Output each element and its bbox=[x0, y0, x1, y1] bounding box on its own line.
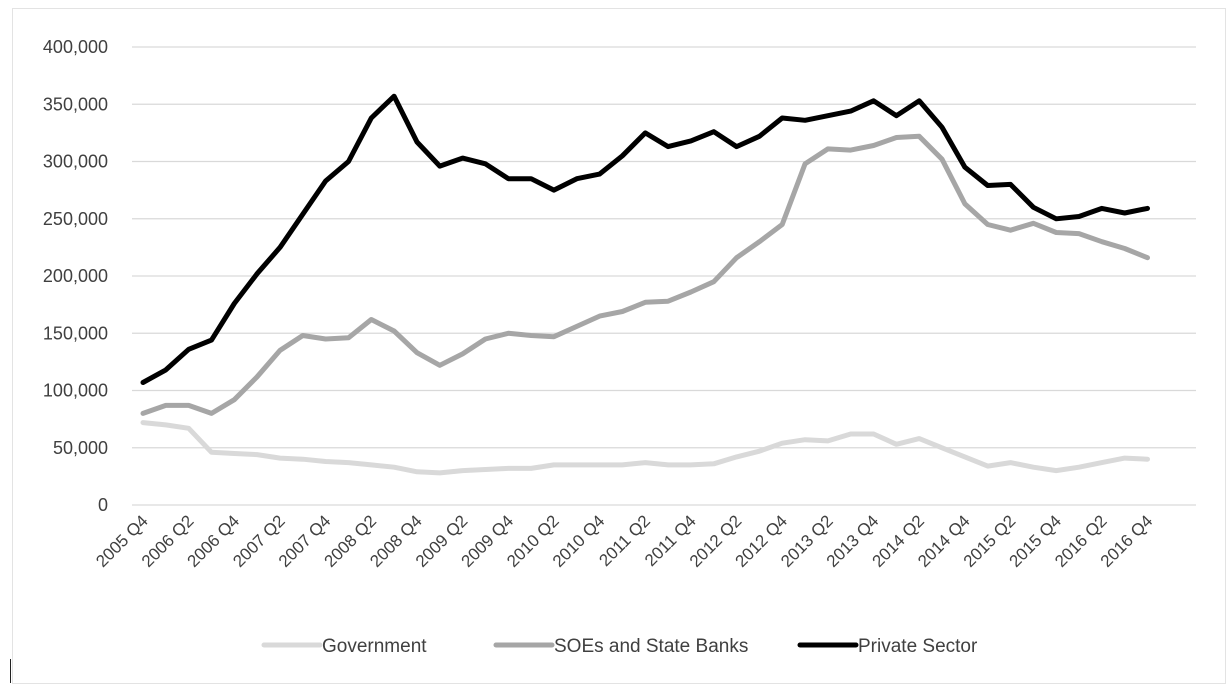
series-line-government bbox=[140, 420, 1150, 476]
y-tick-label: 100,000 bbox=[43, 381, 108, 401]
gridlines bbox=[132, 46, 1196, 449]
y-tick-label: 0 bbox=[98, 495, 108, 515]
legend-label-soes-and-state-banks: SOEs and State Banks bbox=[554, 636, 748, 657]
y-tick-label: 400,000 bbox=[43, 37, 108, 57]
y-tick-label: 200,000 bbox=[43, 266, 108, 286]
y-tick-label: 300,000 bbox=[43, 152, 108, 172]
series-lines bbox=[140, 93, 1150, 476]
y-tick-label: 250,000 bbox=[43, 209, 108, 229]
legend-label-private-sector: Private Sector bbox=[858, 636, 978, 657]
y-tick-label: 150,000 bbox=[43, 323, 108, 343]
y-tick-label: 350,000 bbox=[43, 94, 108, 114]
legend: Government SOEs and State Banks Private Se… bbox=[261, 636, 978, 657]
y-tick-label: 50,000 bbox=[53, 438, 108, 458]
y-axis-tick-labels: 0 50,000 100,000 150,000 200,000 250,000 300,0… bbox=[43, 37, 108, 515]
series-line-private-sector bbox=[140, 93, 1150, 385]
chart-frame bbox=[12, 8, 1226, 684]
text-cursor-mark bbox=[10, 659, 11, 683]
series-line-soes-and-state-banks bbox=[140, 133, 1150, 416]
legend-label-government: Government bbox=[322, 636, 427, 657]
